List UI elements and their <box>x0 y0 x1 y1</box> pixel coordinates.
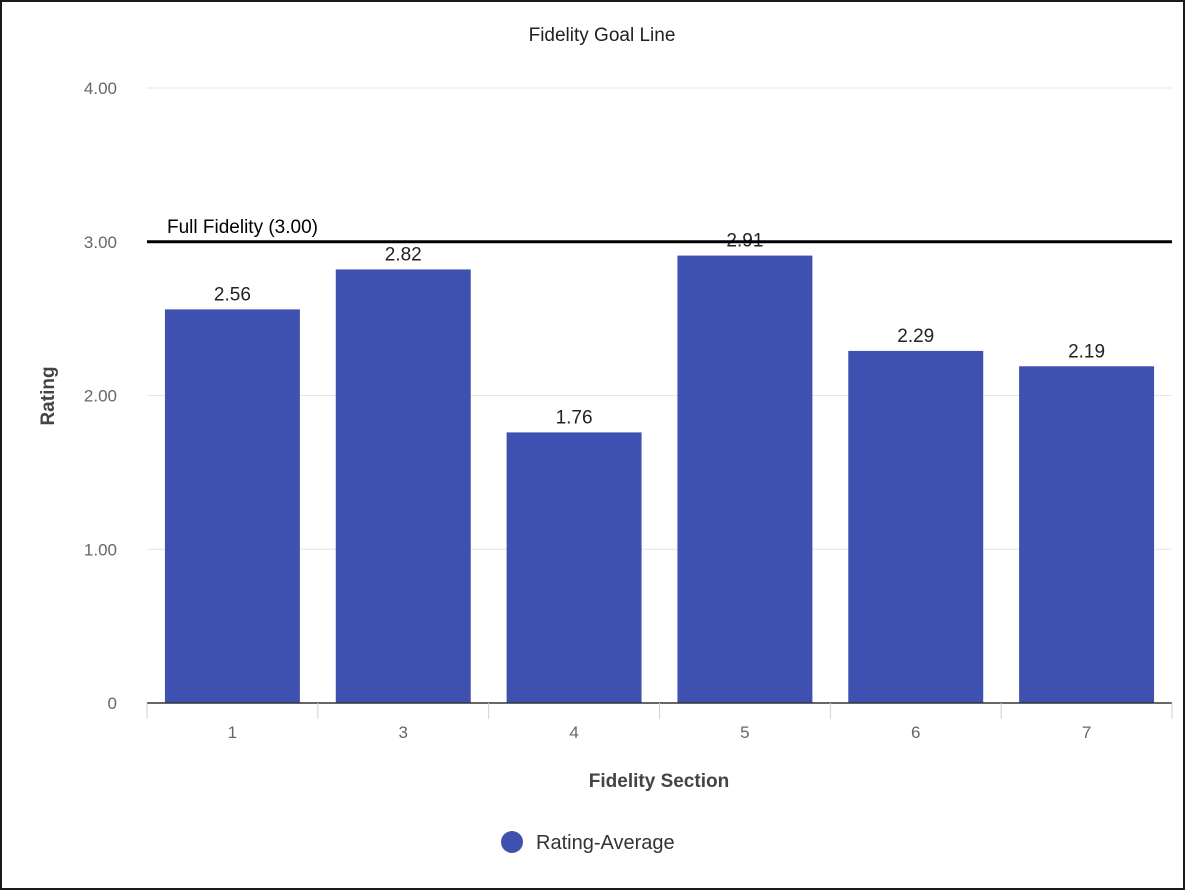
data-label: 2.19 <box>1068 341 1105 362</box>
x-axis: 1 3 4 5 6 7 <box>146 702 1173 742</box>
chart-title: Fidelity Goal Line <box>529 25 676 46</box>
y-axis-title: Rating <box>38 366 59 425</box>
bar[interactable] <box>164 309 300 703</box>
bar[interactable] <box>1019 366 1155 703</box>
goal-line-label: Full Fidelity (3.00) <box>167 217 318 238</box>
bar[interactable] <box>677 255 813 703</box>
bar[interactable] <box>506 432 642 703</box>
legend[interactable]: Rating-Average <box>501 831 675 854</box>
x-tick-label: 6 <box>911 723 920 742</box>
bars <box>164 255 1155 703</box>
y-tick-label: 4.00 <box>84 79 117 98</box>
y-axis-ticks: 0 1.00 2.00 3.00 4.00 <box>84 79 117 713</box>
x-tick-label: 7 <box>1082 723 1091 742</box>
data-label: 2.29 <box>897 326 934 347</box>
bar[interactable] <box>335 269 471 703</box>
y-tick-label: 2.00 <box>84 387 117 406</box>
legend-marker <box>501 831 523 853</box>
bar[interactable] <box>848 350 984 703</box>
data-labels: 2.562.821.762.912.292.19 <box>214 231 1105 429</box>
legend-label: Rating-Average <box>536 832 675 854</box>
x-tick-label: 5 <box>740 723 749 742</box>
grid-lines <box>147 87 1172 550</box>
data-label: 1.76 <box>556 407 593 428</box>
y-tick-label: 0 <box>108 694 117 713</box>
data-label: 2.82 <box>385 244 422 265</box>
x-tick-label: 3 <box>399 723 408 742</box>
x-tick-label: 1 <box>228 723 237 742</box>
x-axis-title: Fidelity Section <box>589 771 729 792</box>
y-tick-label: 1.00 <box>84 540 117 559</box>
y-tick-label: 3.00 <box>84 233 117 252</box>
x-tick-label: 4 <box>569 723 578 742</box>
data-label: 2.56 <box>214 284 251 305</box>
goal-line-group: Full Fidelity (3.00) <box>147 217 1172 244</box>
